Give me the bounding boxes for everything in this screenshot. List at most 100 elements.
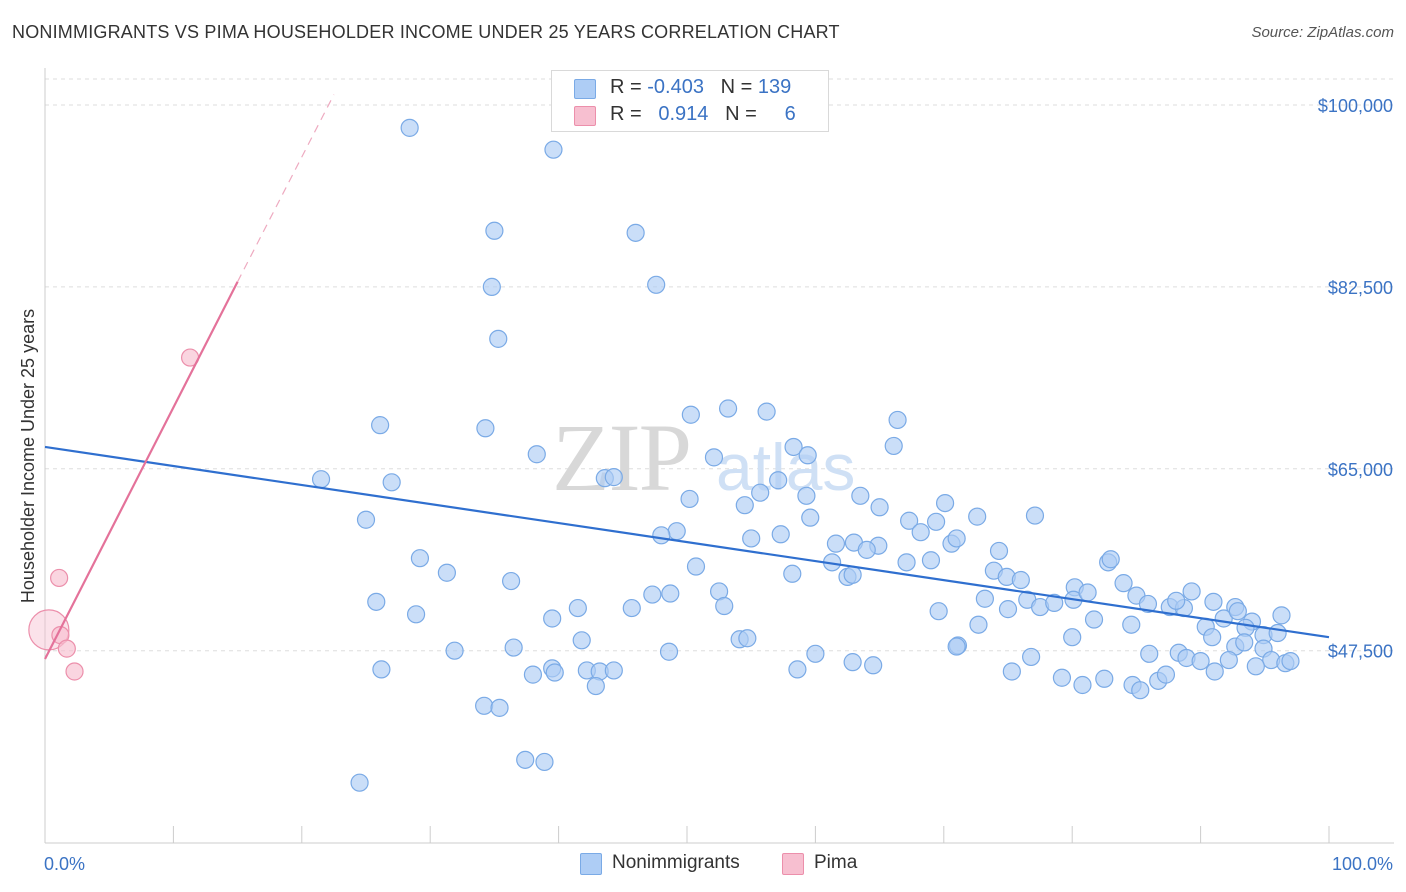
- nonimmigrants-point: [989, 541, 1009, 561]
- nonimmigrants-point: [784, 437, 803, 457]
- nonimmigrants-point: [968, 507, 987, 526]
- nonimmigrants-point: [735, 496, 754, 515]
- nonimmigrants-point: [742, 529, 761, 548]
- nonimmigrants-point: [864, 656, 883, 675]
- nonimmigrants-point: [680, 489, 699, 509]
- nonimmigrants-point: [516, 750, 535, 769]
- nonimmigrants-point: [757, 402, 776, 421]
- nonimmigrants-point: [975, 589, 994, 608]
- nonimmigrants-point: [490, 698, 509, 717]
- legend-r-value: 0.914: [658, 103, 709, 125]
- pima-point: [50, 568, 69, 588]
- nonimmigrants-point: [406, 605, 426, 624]
- nonimmigrants-points: [311, 118, 1300, 792]
- nonimmigrants-point: [1073, 675, 1092, 695]
- nonimmigrants-point: [751, 483, 770, 502]
- nonimmigrants-point: [926, 512, 946, 531]
- nonimmigrants-point: [1022, 647, 1041, 667]
- nonimmigrants-point: [311, 470, 331, 489]
- nonimmigrants-point: [501, 571, 521, 591]
- grid-lines: [45, 78, 1394, 652]
- nonimmigrants-point: [1205, 662, 1224, 681]
- nonimmigrants-point: [801, 508, 820, 527]
- nonimmigrants-point: [1002, 662, 1021, 681]
- nonimmigrants-point: [1011, 570, 1030, 590]
- nonimmigrants-point: [1084, 610, 1104, 629]
- nonimmigrants-point: [1228, 602, 1247, 621]
- nonimmigrants-point: [475, 696, 494, 715]
- legend-n-value: 139: [757, 76, 792, 98]
- legend-swatch-pima: [574, 106, 596, 126]
- nonimmigrants-point: [1272, 606, 1291, 625]
- pima-point: [57, 639, 76, 658]
- watermark-zip: ZIP: [552, 404, 690, 511]
- nonimmigrants-point: [661, 584, 680, 603]
- nonimmigrants-point: [1025, 506, 1045, 525]
- nonimmigrants-point: [843, 653, 862, 672]
- pima-point: [65, 662, 84, 681]
- legend-n-value: 6: [784, 103, 796, 125]
- nonimmigrants-point: [667, 522, 686, 541]
- y-tick-label: $65,000: [1328, 460, 1393, 480]
- nonimmigrants-point: [485, 221, 504, 240]
- nonimmigrants-point: [476, 419, 495, 438]
- nonimmigrants-point: [568, 598, 587, 618]
- nonimmigrants-point: [888, 410, 907, 430]
- nonimmigrants-point: [1219, 650, 1238, 670]
- nonimmigrants-point: [1204, 592, 1223, 611]
- nonimmigrants-point: [1063, 628, 1082, 647]
- nonimmigrants-point: [647, 275, 666, 294]
- pima-points: [28, 348, 200, 681]
- nonimmigrants-point: [350, 773, 369, 792]
- legend-text-nonimmigrants: R = -0.403 N = 139: [610, 76, 792, 98]
- nonimmigrants-point: [911, 523, 930, 542]
- nonimmigrants-point: [738, 629, 757, 648]
- nonimmigrants-point: [797, 486, 816, 505]
- y-tick-label: $82,500: [1328, 278, 1393, 298]
- nonimmigrants-point: [798, 446, 817, 465]
- nonimmigrants-point: [1182, 582, 1201, 601]
- bottom-legend-swatch-nonimmigrants: [580, 853, 602, 875]
- x-tick-labels: 0.0% 100.0%: [44, 854, 1393, 874]
- nonimmigrants-point: [1078, 583, 1097, 602]
- nonimmigrants-point: [545, 663, 564, 682]
- nonimmigrants-point: [1045, 593, 1064, 612]
- nonimmigrants-point: [659, 642, 679, 661]
- nonimmigrants-point: [1268, 623, 1287, 643]
- y-tick-label: $47,500: [1328, 642, 1393, 662]
- nonimmigrants-point: [543, 609, 562, 628]
- nonimmigrants-point: [851, 486, 870, 505]
- nonimmigrants-point: [1131, 681, 1150, 700]
- nonimmigrants-point: [897, 553, 916, 572]
- trend-lines: [44, 94, 1330, 660]
- nonimmigrants-point: [947, 637, 966, 656]
- nonimmigrants-point: [1095, 669, 1114, 688]
- watermark-atlas: atlas: [716, 430, 855, 504]
- nonimmigrants-point: [1246, 657, 1265, 676]
- nonimmigrants-point: [998, 600, 1018, 619]
- nonimmigrants-point: [400, 118, 419, 137]
- y-tick-labels: $47,500 $65,000 $82,500 $100,000: [1318, 96, 1393, 662]
- nonimmigrants-point: [1191, 651, 1210, 671]
- nonimmigrants-point: [681, 405, 700, 424]
- nonimmigrants-point: [900, 511, 919, 530]
- nonimmigrants-point: [929, 602, 948, 621]
- nonimmigrants-point: [622, 598, 641, 618]
- nonimmigrants-point: [371, 416, 390, 435]
- chart-title: NONIMMIGRANTS VS PIMA HOUSEHOLDER INCOME…: [12, 22, 840, 42]
- nonimmigrants-point: [1281, 651, 1300, 671]
- nonimmigrants-point: [382, 473, 401, 492]
- axes: [44, 68, 1394, 844]
- source-label: Source: ZipAtlas.com: [1251, 24, 1394, 41]
- nonimmigrants-point: [1122, 615, 1141, 634]
- bottom-legend-label: Nonimmigrants: [612, 852, 740, 873]
- nonimmigrants-point: [626, 223, 645, 242]
- nonimmigrants-point: [969, 615, 988, 634]
- pima-trend-line: [44, 281, 239, 660]
- nonimmigrants-point: [935, 493, 955, 513]
- y-axis-label: Householder Income Under 25 years: [18, 309, 38, 603]
- nonimmigrants-point: [843, 565, 862, 584]
- nonimmigrants-point: [372, 660, 391, 679]
- nonimmigrants-point: [1156, 665, 1176, 684]
